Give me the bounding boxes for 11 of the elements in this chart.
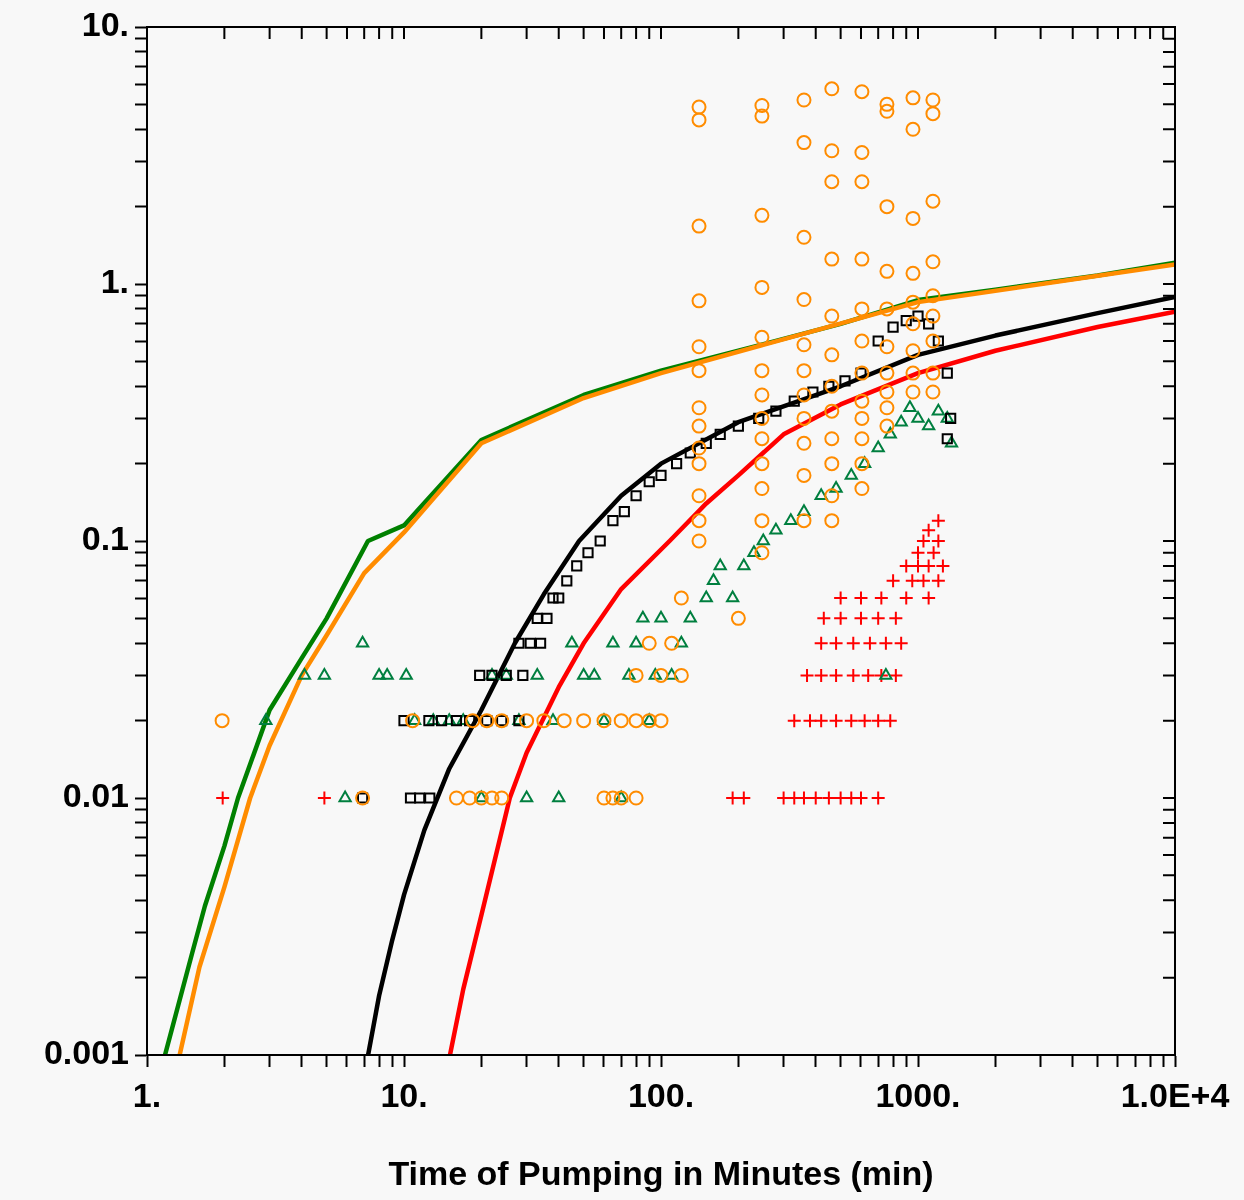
y-tick-label: 1. [100,262,129,301]
x-tick-label: 1. [132,1075,162,1114]
x-tick-label: 100. [627,1075,695,1114]
y-tick-label: 0.1 [81,519,129,558]
x-axis-title: Time of Pumping in Minutes (min) [388,1153,934,1192]
y-tick-label: 10. [81,5,129,44]
y-tick-label: 0.01 [62,776,129,815]
y-tick-label: 0.001 [43,1033,129,1072]
x-tick-label: 1000. [875,1075,961,1114]
x-tick-label: 1.0E+4 [1120,1075,1230,1114]
x-tick-label: 10. [380,1075,428,1114]
